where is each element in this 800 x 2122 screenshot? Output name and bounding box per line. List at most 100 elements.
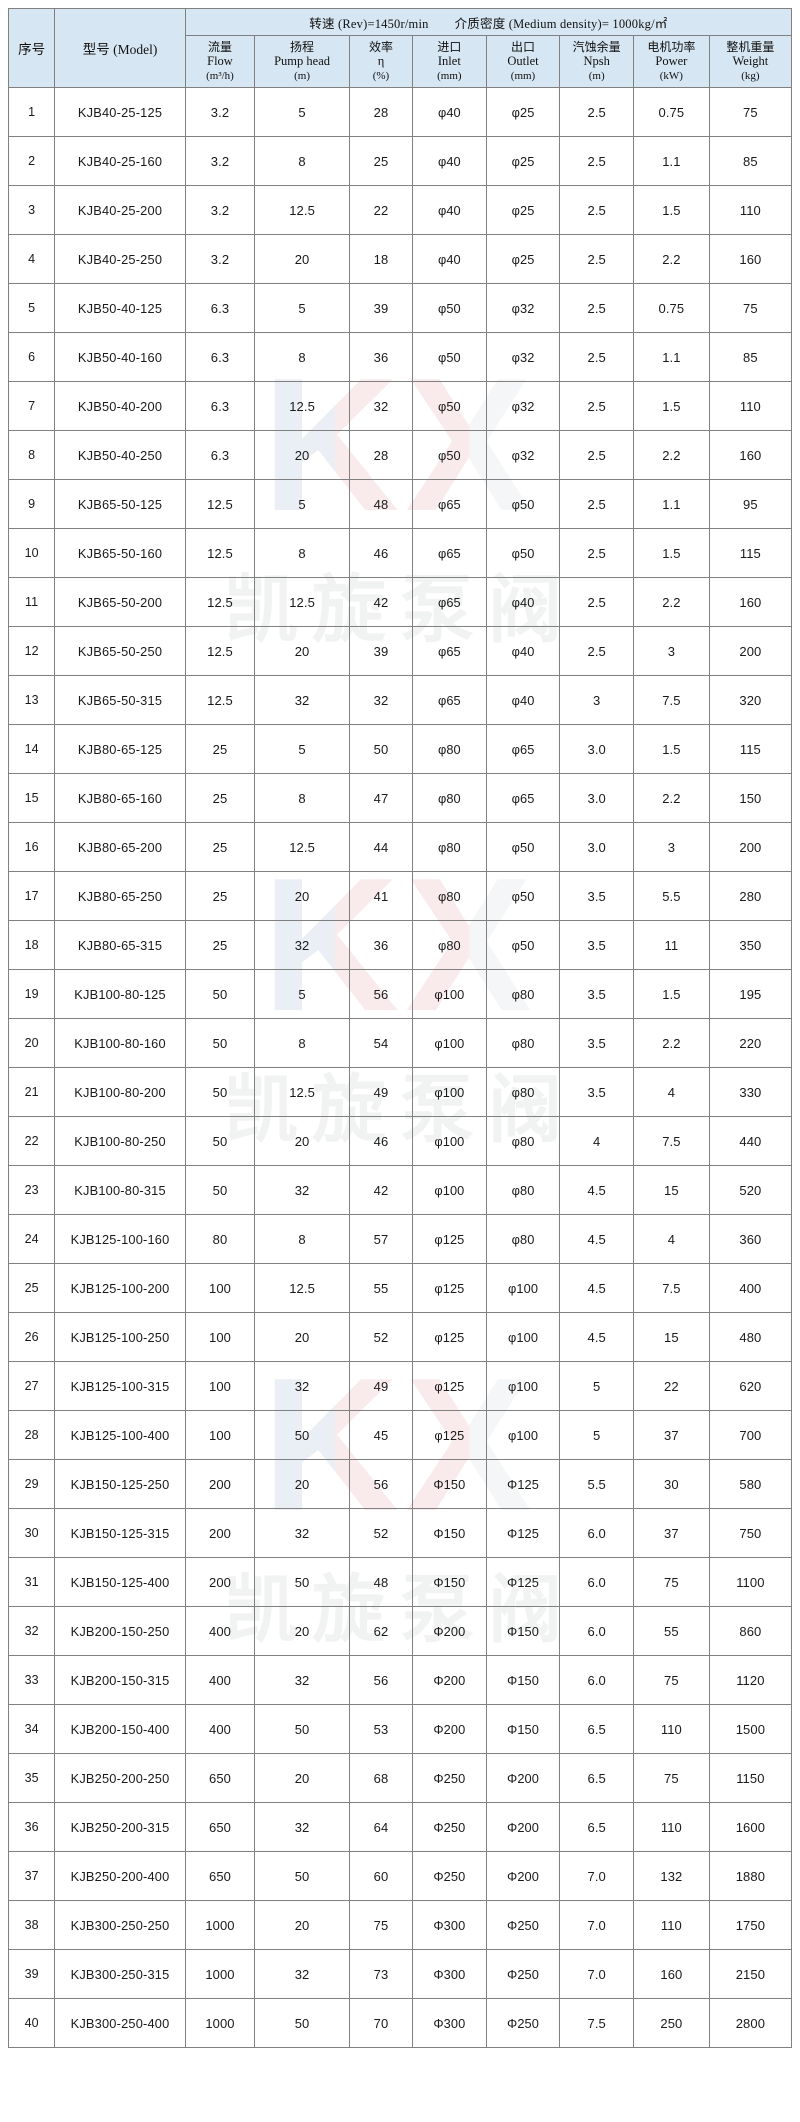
cell-model: KJB65-50-160 <box>54 528 186 578</box>
cell-head: 12.5 <box>254 1067 350 1117</box>
cell-model: KJB150-125-315 <box>54 1508 186 1558</box>
cell-no: 21 <box>7 1067 56 1117</box>
cell-no: 13 <box>7 675 56 725</box>
header-col-weight: 整机重量 Weight (kg) <box>708 35 793 88</box>
cell-no: 31 <box>7 1557 56 1607</box>
cell-model: KJB100-80-250 <box>54 1116 186 1166</box>
cell-eff: 68 <box>348 1753 414 1803</box>
cell-npsh: 2.5 <box>559 332 634 382</box>
cell-no: 28 <box>7 1410 56 1460</box>
cell-power: 2.2 <box>633 773 710 823</box>
cell-no: 7 <box>7 381 56 431</box>
cell-outlet: φ100 <box>485 1312 561 1362</box>
cell-model: KJB200-150-315 <box>54 1655 186 1705</box>
cell-head: 20 <box>254 626 350 676</box>
cell-weight: 480 <box>708 1312 793 1362</box>
cell-outlet: Φ250 <box>485 1998 561 2048</box>
cell-model: KJB65-50-250 <box>54 626 186 676</box>
cell-npsh: 4.5 <box>559 1214 634 1264</box>
table-row: 17 KJB80-65-250 25 20 41 φ80 φ50 3.5 5.5 280 <box>7 871 793 921</box>
cell-eff: 57 <box>348 1214 414 1264</box>
cell-head: 32 <box>254 675 350 725</box>
cell-eff: 62 <box>348 1606 414 1656</box>
cell-flow: 100 <box>184 1263 256 1313</box>
cell-weight: 700 <box>708 1410 793 1460</box>
cell-no: 27 <box>7 1361 56 1411</box>
cell-model: KJB50-40-200 <box>54 381 186 431</box>
header-col-npsh: 汽蚀余量 Npsh (m) <box>559 35 634 88</box>
table-row: 12 KJB65-50-250 12.5 20 39 φ65 φ40 2.5 3 200 <box>7 626 793 676</box>
cell-head: 12.5 <box>254 822 350 872</box>
cell-no: 3 <box>7 185 56 235</box>
cell-inlet: φ80 <box>412 871 487 921</box>
cell-flow: 6.3 <box>184 430 256 480</box>
cell-power: 2.2 <box>633 430 710 480</box>
cell-weight: 200 <box>708 822 793 872</box>
cell-power: 2.2 <box>633 577 710 627</box>
cell-power: 110 <box>633 1802 710 1852</box>
cell-outlet: φ32 <box>485 332 561 382</box>
cell-npsh: 3.5 <box>559 920 634 970</box>
cell-power: 3 <box>633 626 710 676</box>
cell-outlet: Φ125 <box>485 1557 561 1607</box>
cell-power: 75 <box>633 1655 710 1705</box>
cell-weight: 1150 <box>708 1753 793 1803</box>
cell-power: 110 <box>633 1900 710 1950</box>
cell-flow: 650 <box>184 1802 256 1852</box>
cell-flow: 400 <box>184 1655 256 1705</box>
cell-model: KJB50-40-250 <box>54 430 186 480</box>
cell-inlet: Φ150 <box>412 1557 487 1607</box>
pump-specification-table: 序号 型号 (Model) 转速 (Rev)=1450r/min 介质密度 (M… <box>7 8 793 2048</box>
cell-outlet: Φ125 <box>485 1508 561 1558</box>
cell-npsh: 7.0 <box>559 1949 634 1999</box>
cell-no: 30 <box>7 1508 56 1558</box>
cell-flow: 12.5 <box>184 626 256 676</box>
cell-eff: 48 <box>348 479 414 529</box>
cell-inlet: φ65 <box>412 675 487 725</box>
cell-inlet: φ50 <box>412 283 487 333</box>
cell-npsh: 2.5 <box>559 283 634 333</box>
cell-power: 7.5 <box>633 1263 710 1313</box>
cell-flow: 12.5 <box>184 528 256 578</box>
cell-inlet: φ65 <box>412 577 487 627</box>
cell-head: 50 <box>254 1851 350 1901</box>
cell-weight: 320 <box>708 675 793 725</box>
cell-power: 160 <box>633 1949 710 1999</box>
cell-eff: 50 <box>348 724 414 774</box>
table-row: 38 KJB300-250-250 1000 20 75 Φ300 Φ250 7.0 110 17… <box>7 1900 793 1950</box>
cell-model: KJB40-25-250 <box>54 234 186 284</box>
cell-head: 5 <box>254 724 350 774</box>
table-row: 3 KJB40-25-200 3.2 12.5 22 φ40 φ25 2.5 1.5 110 <box>7 185 793 235</box>
cell-model: KJB50-40-125 <box>54 283 186 333</box>
cell-inlet: Φ200 <box>412 1655 487 1705</box>
cell-inlet: Φ150 <box>412 1459 487 1509</box>
cell-flow: 6.3 <box>184 381 256 431</box>
cell-npsh: 5 <box>559 1361 634 1411</box>
cell-inlet: φ100 <box>412 1067 487 1117</box>
cell-outlet: φ25 <box>485 87 561 137</box>
cell-power: 0.75 <box>633 87 710 137</box>
cell-model: KJB200-150-400 <box>54 1704 186 1754</box>
cell-head: 32 <box>254 1165 350 1215</box>
cell-eff: 53 <box>348 1704 414 1754</box>
cell-eff: 49 <box>348 1067 414 1117</box>
cell-eff: 56 <box>348 969 414 1019</box>
cell-no: 16 <box>7 822 56 872</box>
cell-npsh: 4.5 <box>559 1312 634 1362</box>
cell-flow: 650 <box>184 1851 256 1901</box>
cell-no: 40 <box>7 1998 56 2048</box>
cell-npsh: 4.5 <box>559 1165 634 1215</box>
header-condition-row: 序号 型号 (Model) 转速 (Rev)=1450r/min 介质密度 (M… <box>7 8 793 88</box>
cell-model: KJB150-125-400 <box>54 1557 186 1607</box>
cell-outlet: φ50 <box>485 479 561 529</box>
cell-power: 0.75 <box>633 283 710 333</box>
table-row: 21 KJB100-80-200 50 12.5 49 φ100 φ80 3.5 4 330 <box>7 1067 793 1117</box>
cell-inlet: Φ250 <box>412 1851 487 1901</box>
cell-head: 32 <box>254 1949 350 1999</box>
cell-flow: 1000 <box>184 1900 256 1950</box>
cell-flow: 50 <box>184 1116 256 1166</box>
cell-head: 32 <box>254 1802 350 1852</box>
cell-head: 8 <box>254 1214 350 1264</box>
cell-npsh: 3.0 <box>559 822 634 872</box>
cell-head: 50 <box>254 1998 350 2048</box>
